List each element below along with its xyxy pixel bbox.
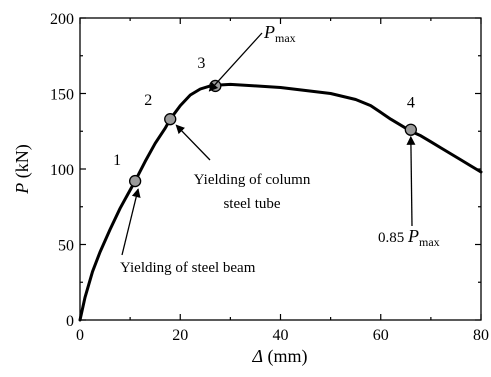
y-tick-label: 100: [50, 162, 74, 179]
y-tick-label: 200: [50, 11, 74, 28]
key-point-2: [164, 113, 177, 126]
annotation-arrow-4: [406, 135, 416, 227]
annotation-arrow-2: [175, 124, 211, 161]
x-tick-label: 60: [373, 327, 389, 344]
key-point-3: [209, 79, 222, 93]
axis-tick-labels: 0 20 40 60 80 0 50 100 150 200: [50, 11, 489, 344]
key-point-label-2: 2: [144, 92, 152, 109]
annotation-arrow-3: [208, 32, 263, 92]
annotation-arrow-1: [121, 188, 141, 256]
annotation-pmax: Pmax: [263, 22, 296, 45]
x-tick-label: 80: [473, 327, 489, 344]
x-tick-label: 20: [172, 327, 188, 344]
y-tick-label: 150: [50, 87, 74, 104]
key-point-label-4: 4: [407, 95, 415, 112]
x-axis-title: Δ (mm): [251, 346, 307, 367]
annotation-085-pmax: 0.85 Pmax: [378, 226, 440, 249]
y-axis-title: P (kN): [12, 144, 33, 195]
key-point-4: [404, 123, 417, 136]
x-tick-label: 40: [273, 327, 289, 344]
x-tick-label: 0: [76, 327, 84, 344]
annotation-yielding-column-line1: Yielding of column: [194, 172, 311, 188]
y-tick-label: 0: [66, 313, 74, 330]
annotation-yielding-column-line2: steel tube: [223, 196, 280, 212]
key-point-label-3: 3: [197, 55, 205, 72]
key-point-label-1: 1: [113, 152, 121, 169]
y-tick-label: 50: [58, 238, 74, 255]
key-point-labels: 1 2 3 4: [113, 55, 415, 169]
load-displacement-curve: [78, 82, 483, 322]
key-point-1: [128, 174, 142, 188]
key-points: [128, 79, 417, 188]
annotation-yielding-steel-beam: Yielding of steel beam: [120, 260, 256, 276]
